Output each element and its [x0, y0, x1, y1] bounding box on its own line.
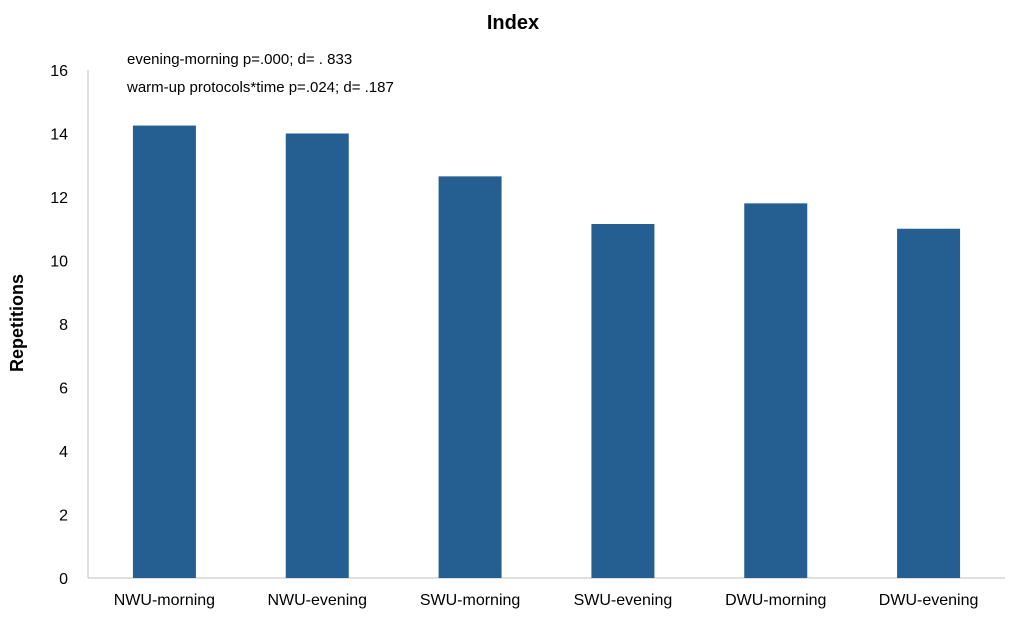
bar-dwu-evening [897, 228, 961, 578]
x-tick-labels: NWU-morning NWU-evening SWU-morning SWU-eve… [114, 592, 979, 609]
y-tick-label: 14 [50, 127, 68, 144]
bar-swu-morning [438, 176, 502, 579]
x-tick-label: SWU-evening [574, 592, 673, 609]
y-tick-label: 12 [50, 190, 68, 207]
y-tick-label: 16 [50, 63, 68, 80]
bar-nwu-evening [285, 133, 349, 578]
x-tick-label: NWU-morning [114, 592, 215, 609]
y-tick-label: 0 [59, 571, 68, 588]
y-tick-labels: 0 2 4 6 8 10 12 14 16 [50, 63, 68, 588]
y-tick-label: 8 [59, 317, 68, 334]
y-tick-label: 2 [59, 508, 68, 525]
bars [132, 125, 961, 579]
x-tick-label: SWU-morning [420, 592, 520, 609]
y-axis-label: Repetitions [7, 274, 27, 372]
x-tick-label: NWU-evening [267, 592, 367, 609]
annotation-1: evening-morning p=.000; d= . 833 [127, 51, 352, 68]
bar-dwu-morning [744, 203, 808, 578]
y-tick-label: 10 [50, 254, 68, 271]
bar-swu-evening [591, 223, 655, 579]
chart-title: Index [487, 12, 539, 34]
annotation-2: warm-up protocols*time p=.024; d= .187 [126, 79, 394, 96]
x-tick-label: DWU-evening [879, 592, 979, 609]
x-tick-label: DWU-morning [725, 592, 826, 609]
bar-nwu-morning [132, 125, 196, 578]
y-tick-label: 4 [59, 444, 68, 461]
y-tick-label: 6 [59, 381, 68, 398]
